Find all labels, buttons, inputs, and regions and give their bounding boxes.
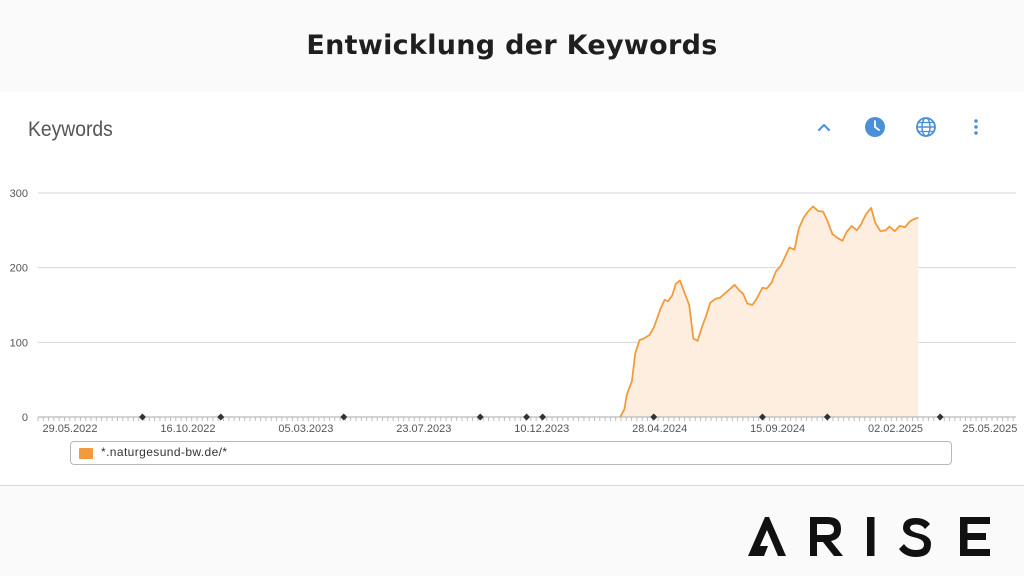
event-marker (217, 413, 225, 421)
x-tick-label: 23.07.2023 (396, 423, 451, 435)
legend-label: *.naturgesund-bw.de/* (101, 445, 228, 459)
event-marker (138, 413, 146, 421)
x-tick-label: 25.05.2025 (962, 423, 1017, 435)
y-tick-label: 200 (10, 263, 28, 275)
event-marker (650, 413, 658, 421)
x-tick-label: 10.12.2023 (514, 423, 569, 435)
arise-logo (748, 517, 990, 557)
panel-title: Keywords (28, 118, 113, 141)
event-marker (758, 413, 766, 421)
series-line (619, 205, 919, 418)
globe-icon[interactable] (915, 116, 937, 138)
event-marker (539, 413, 547, 421)
footer-divider (0, 485, 1024, 486)
x-tick-label: 05.03.2023 (278, 423, 333, 435)
x-tick-label: 28.04.2024 (632, 423, 687, 435)
x-tick-label: 16.10.2022 (160, 423, 215, 435)
footer-band (0, 486, 1024, 576)
event-marker (936, 413, 944, 421)
legend[interactable]: *.naturgesund-bw.de/* (70, 441, 952, 465)
keywords-chart: 0 100 200 300 29.05.2022 16.10.2022 05.03.2023… (10, 188, 1018, 435)
chevron-up-icon[interactable] (813, 116, 835, 138)
x-tick-label: 02.02.2025 (868, 423, 923, 435)
y-tick-label: 0 (22, 412, 28, 424)
series-area (620, 206, 919, 417)
event-marker (823, 413, 831, 421)
event-marker (523, 413, 531, 421)
legend-swatch (79, 448, 93, 459)
slide-title: Entwicklung der Keywords (306, 30, 718, 61)
y-tick-label: 300 (10, 188, 28, 200)
more-vertical-icon[interactable] (965, 116, 987, 138)
y-tick-label: 100 (10, 337, 28, 349)
x-tick-label: 29.05.2022 (42, 423, 97, 435)
x-tick-label: 15.09.2024 (750, 423, 805, 435)
clock-icon[interactable] (864, 116, 886, 138)
event-marker (476, 413, 484, 421)
header-band (0, 0, 1024, 92)
event-marker (340, 413, 348, 421)
